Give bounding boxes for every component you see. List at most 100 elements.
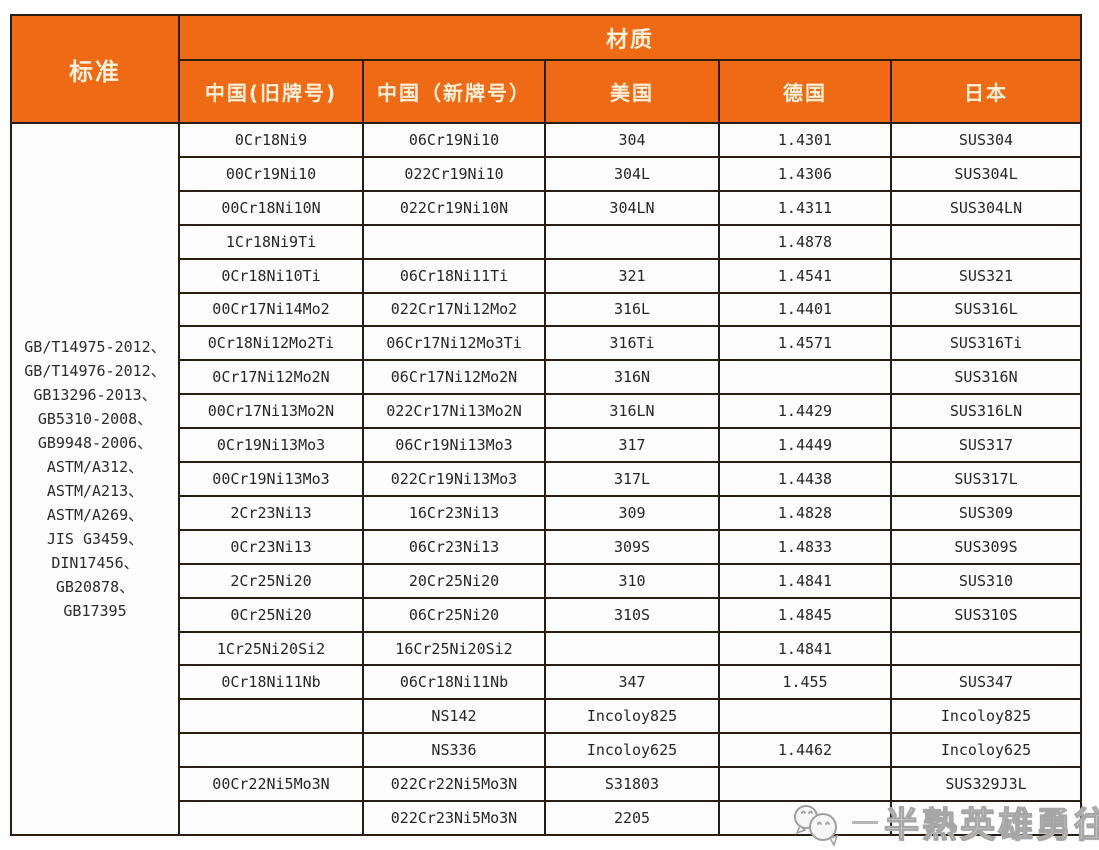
table-cell-jp: SUS347	[892, 666, 1080, 699]
header-material: 材质	[180, 16, 1080, 59]
table-cell-us: 316LN	[546, 395, 718, 428]
table-cell-de: 1.4841	[720, 564, 890, 597]
table-cell-new: 06Cr18Ni11Nb	[364, 666, 544, 699]
table-cell-de: 1.4878	[720, 225, 890, 258]
table-cell-us: 316N	[546, 361, 718, 394]
table-cell-jp: SUS309	[892, 496, 1080, 529]
table-cell-new: 06Cr17Ni12Mo3Ti	[364, 327, 544, 360]
table-cell-old: 0Cr17Ni12Mo2N	[180, 361, 362, 394]
table-cell-us	[546, 225, 718, 258]
table-cell-de: 1.4828	[720, 496, 890, 529]
table-cell-us: Incoloy625	[546, 734, 718, 767]
table-cell-de: 1.4833	[720, 530, 890, 563]
table-cell-de: 1.4841	[720, 632, 890, 665]
table-cell-new: 16Cr23Ni13	[364, 496, 544, 529]
table-cell-us: 316Ti	[546, 327, 718, 360]
table-cell-de: 1.4306	[720, 157, 890, 190]
table-cell-de	[720, 361, 890, 394]
table-cell-jp: SUS316L	[892, 293, 1080, 326]
table-cell-old: 00Cr19Ni13Mo3	[180, 463, 362, 495]
table-cell-jp: SUS310S	[892, 598, 1080, 631]
table-cell-new: 06Cr18Ni11Ti	[364, 259, 544, 292]
table-cell-new: 022Cr19Ni10	[364, 157, 544, 190]
table-cell-new	[364, 225, 544, 258]
header-germany: 德国	[720, 61, 890, 122]
table-cell-old: 0Cr18Ni11Nb	[180, 666, 362, 699]
table-cell-de	[720, 700, 890, 733]
table-cell-new: 20Cr25Ni20	[364, 564, 544, 597]
table-cell-new: NS336	[364, 734, 544, 767]
table-cell-jp: SUS309S	[892, 530, 1080, 563]
table-cell-de: 1.4541	[720, 259, 890, 292]
standards-line: JIS G3459、	[46, 530, 144, 548]
table-cell-us: 310	[546, 564, 718, 597]
standards-line: ASTM/A213、	[46, 482, 144, 500]
table-cell-old	[180, 734, 362, 767]
table-cell-new: 16Cr25Ni20Si2	[364, 632, 544, 665]
table-cell-jp: SUS316LN	[892, 395, 1080, 428]
table-cell-old: 0Cr23Ni13	[180, 530, 362, 563]
table-cell-de: 1.4845	[720, 598, 890, 631]
table-cell-us: 317L	[546, 463, 718, 495]
table-cell-jp	[892, 632, 1080, 665]
table-cell-old: 0Cr19Ni13Mo3	[180, 429, 362, 462]
table-cell-de: 1.4429	[720, 395, 890, 428]
standards-line: ASTM/A312、	[46, 458, 144, 476]
standards-line: GB/T14975-2012、	[24, 338, 166, 356]
table-cell-us: 2205	[546, 802, 718, 834]
header-usa: 美国	[546, 61, 718, 122]
table-cell-old	[180, 700, 362, 733]
table-cell-old: 00Cr17Ni14Mo2	[180, 293, 362, 326]
table-cell-old: 1Cr18Ni9Ti	[180, 225, 362, 258]
table-cell-jp: SUS304LN	[892, 191, 1080, 224]
table-cell-us: 304L	[546, 157, 718, 190]
header-china-new: 中国（新牌号）	[364, 61, 544, 122]
table-cell-de: 1.4438	[720, 463, 890, 495]
table-cell-jp	[892, 225, 1080, 258]
standards-line: GB20878、	[55, 578, 135, 596]
table-cell-jp: Incoloy625	[892, 734, 1080, 767]
table-cell-new: 06Cr23Ni13	[364, 530, 544, 563]
table-cell-old: 00Cr18Ni10N	[180, 191, 362, 224]
table-cell-us: S31803	[546, 768, 718, 801]
table-cell-new: 022Cr19Ni10N	[364, 191, 544, 224]
standards-line: GB/T14976-2012、	[24, 362, 166, 380]
table-cell-new: 022Cr19Ni13Mo3	[364, 463, 544, 495]
standards-line: GB9948-2006、	[37, 434, 153, 452]
standards-line: ASTM/A269、	[46, 506, 144, 524]
watermark-text: 半熟英雄勇往直前	[883, 805, 1099, 846]
table-cell-de: 1.4571	[720, 327, 890, 360]
table-cell-us: 321	[546, 259, 718, 292]
table-cell-us: Incoloy825	[546, 700, 718, 733]
watermark: 半熟英雄勇往直前	[790, 795, 1099, 850]
table-cell-us: 317	[546, 429, 718, 462]
table-cell-old: 00Cr17Ni13Mo2N	[180, 395, 362, 428]
table-cell-us	[546, 632, 718, 665]
table-cell-old: 2Cr25Ni20	[180, 564, 362, 597]
table-cell-new: 06Cr19Ni13Mo3	[364, 429, 544, 462]
table-cell-de: 1.4401	[720, 293, 890, 326]
table-cell-old: 0Cr18Ni12Mo2Ti	[180, 327, 362, 360]
table-cell-jp: SUS329J3L	[892, 768, 1080, 801]
header-japan: 日本	[892, 61, 1080, 122]
table-cell-jp: SUS321	[892, 259, 1080, 292]
table-cell-old: 0Cr25Ni20	[180, 598, 362, 631]
standards-line: DIN17456、	[51, 554, 139, 572]
table-cell-old: 00Cr19Ni10	[180, 157, 362, 190]
table-cell-us: 304LN	[546, 191, 718, 224]
table-cell-us: 310S	[546, 598, 718, 631]
table-cell-new: 022Cr17Ni13Mo2N	[364, 395, 544, 428]
table-cell-old: 1Cr25Ni20Si2	[180, 632, 362, 665]
standards-line: GB5310-2008、	[37, 410, 153, 428]
table-cell-jp: Incoloy825	[892, 700, 1080, 733]
table-cell-de: 1.4311	[720, 191, 890, 224]
standards-line: GB17395	[63, 602, 127, 620]
table-cell-us: 309	[546, 496, 718, 529]
table-cell-jp: SUS317	[892, 429, 1080, 462]
table-cell-de: 1.4462	[720, 734, 890, 767]
table-cell-jp: SUS316Ti	[892, 327, 1080, 360]
table-cell-jp: SUS304	[892, 124, 1080, 156]
table-cell-us: 316L	[546, 293, 718, 326]
watermark-dash	[852, 821, 878, 824]
table-cell-old: 0Cr18Ni10Ti	[180, 259, 362, 292]
